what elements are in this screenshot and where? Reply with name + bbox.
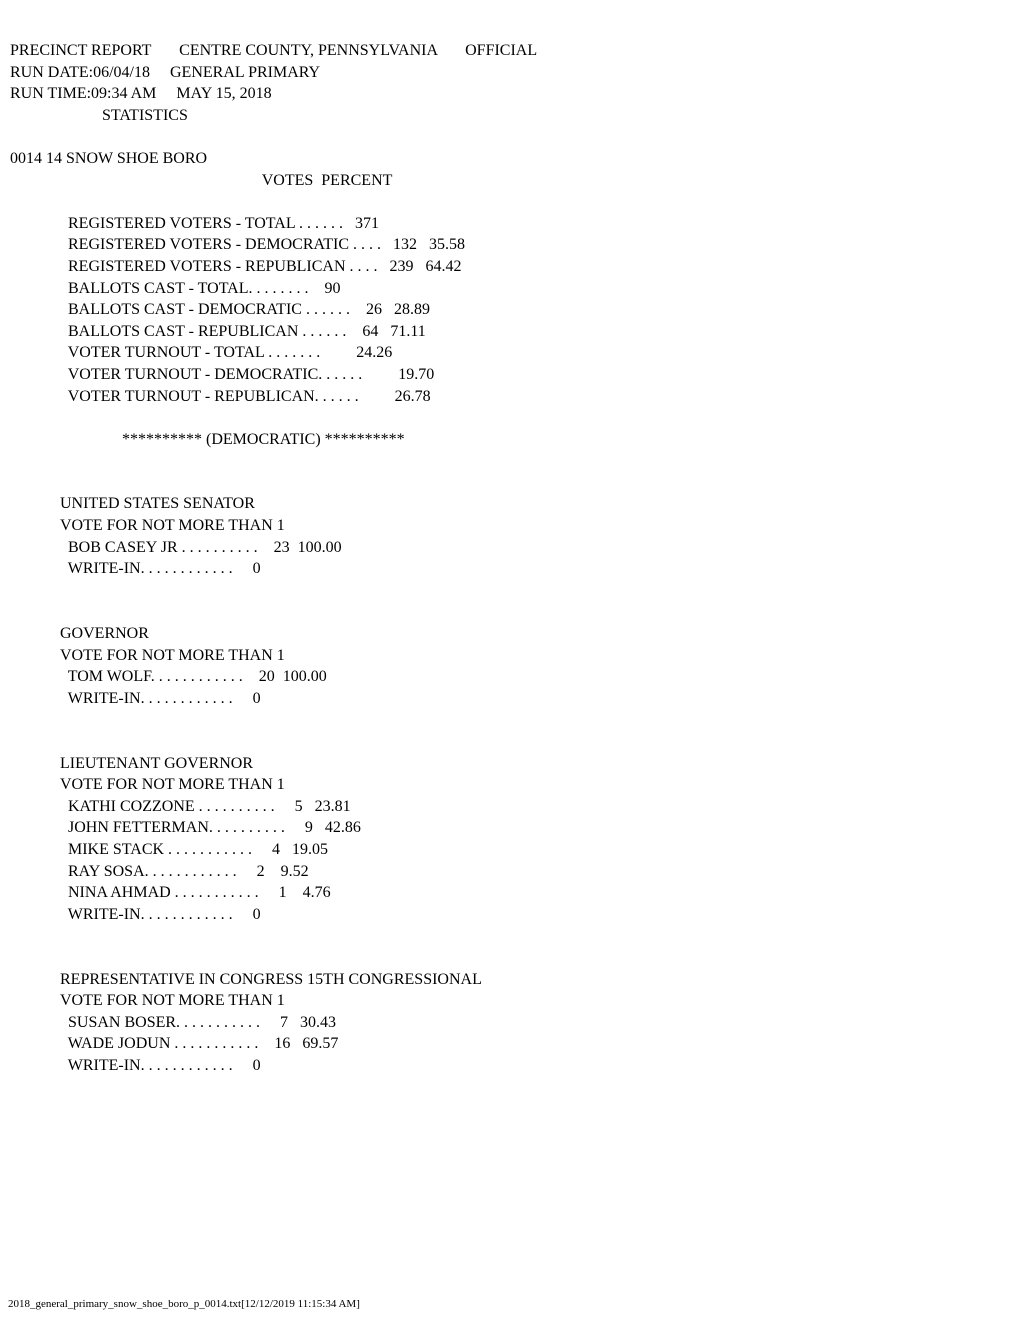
footer-filepath: 2018_general_primary_snow_shoe_boro_p_00… — [8, 1297, 360, 1312]
party-divider: ********** (DEMOCRATIC) ********** — [10, 429, 1010, 451]
stat-row: REGISTERED VOTERS - DEMOCRATIC . . . . 1… — [10, 234, 1010, 256]
candidate-row: WRITE-IN. . . . . . . . . . . . 0 — [60, 1055, 1010, 1077]
race-title: GOVERNOR — [60, 623, 1010, 645]
stat-row: VOTER TURNOUT - REPUBLICAN. . . . . . 26… — [10, 386, 1010, 408]
stat-row: VOTER TURNOUT - TOTAL . . . . . . . 24.2… — [10, 342, 1010, 364]
header-line-2: RUN DATE:06/04/18 GENERAL PRIMARY — [10, 62, 1010, 84]
statistics-block: REGISTERED VOTERS - TOTAL . . . . . . 37… — [10, 213, 1010, 407]
spacer — [60, 601, 1010, 623]
candidate-row: WADE JODUN . . . . . . . . . . . 16 69.5… — [60, 1033, 1010, 1055]
candidate-row: WRITE-IN. . . . . . . . . . . . 0 — [60, 558, 1010, 580]
header-election-type: GENERAL PRIMARY — [170, 64, 320, 81]
spacer — [60, 731, 1010, 753]
race-subtitle: VOTE FOR NOT MORE THAN 1 — [60, 645, 1010, 667]
header-line-3: RUN TIME:09:34 AM MAY 15, 2018 — [10, 83, 1010, 105]
stat-row: BALLOTS CAST - REPUBLICAN . . . . . . 64… — [10, 321, 1010, 343]
race-title: REPRESENTATIVE IN CONGRESS 15TH CONGRESS… — [60, 969, 1010, 991]
stat-row: BALLOTS CAST - TOTAL. . . . . . . . 90 — [10, 278, 1010, 300]
spacer — [60, 472, 1010, 494]
race-block: GOVERNOR VOTE FOR NOT MORE THAN 1 TOM WO… — [10, 601, 1010, 709]
races-container: UNITED STATES SENATOR VOTE FOR NOT MORE … — [10, 472, 1010, 1077]
header-official: OFFICIAL — [465, 42, 537, 59]
header-line-4: STATISTICS — [10, 105, 1010, 127]
header-county: CENTRE COUNTY, PENNSYLVANIA — [179, 42, 437, 59]
race-title: LIEUTENANT GOVERNOR — [60, 753, 1010, 775]
race-block: UNITED STATES SENATOR VOTE FOR NOT MORE … — [10, 472, 1010, 580]
candidate-row: JOHN FETTERMAN. . . . . . . . . . 9 42.8… — [60, 817, 1010, 839]
candidate-row: WRITE-IN. . . . . . . . . . . . 0 — [60, 688, 1010, 710]
header-report-label: PRECINCT REPORT — [10, 42, 151, 59]
race-subtitle: VOTE FOR NOT MORE THAN 1 — [60, 990, 1010, 1012]
candidate-row: RAY SOSA. . . . . . . . . . . . 2 9.52 — [60, 861, 1010, 883]
header-run-date: RUN DATE:06/04/18 — [10, 64, 150, 81]
candidate-row: NINA AHMAD . . . . . . . . . . . 1 4.76 — [60, 882, 1010, 904]
race-block: LIEUTENANT GOVERNOR VOTE FOR NOT MORE TH… — [10, 731, 1010, 925]
race-block: REPRESENTATIVE IN CONGRESS 15TH CONGRESS… — [10, 947, 1010, 1077]
stat-row: BALLOTS CAST - DEMOCRATIC . . . . . . 26… — [10, 299, 1010, 321]
spacer — [60, 947, 1010, 969]
candidate-row: TOM WOLF. . . . . . . . . . . . 20 100.0… — [60, 666, 1010, 688]
candidate-row: KATHI COZZONE . . . . . . . . . . 5 23.8… — [60, 796, 1010, 818]
party-header: ********** (DEMOCRATIC) ********** — [122, 431, 405, 448]
columns-header: VOTES PERCENT — [10, 170, 1010, 192]
race-subtitle: VOTE FOR NOT MORE THAN 1 — [60, 515, 1010, 537]
candidate-row: BOB CASEY JR . . . . . . . . . . 23 100.… — [60, 537, 1010, 559]
header-run-time: RUN TIME:09:34 AM — [10, 85, 156, 102]
header-statistics-label: STATISTICS — [102, 107, 188, 124]
report-header: PRECINCT REPORT CENTRE COUNTY, PENNSYLVA… — [10, 40, 1010, 126]
race-title: UNITED STATES SENATOR — [60, 493, 1010, 515]
candidate-row: SUSAN BOSER. . . . . . . . . . . 7 30.43 — [60, 1012, 1010, 1034]
stat-row: VOTER TURNOUT - DEMOCRATIC. . . . . . 19… — [10, 364, 1010, 386]
columns-header-text: VOTES PERCENT — [262, 172, 393, 189]
header-line-1: PRECINCT REPORT CENTRE COUNTY, PENNSYLVA… — [10, 40, 1010, 62]
stat-row: REGISTERED VOTERS - TOTAL . . . . . . 37… — [10, 213, 1010, 235]
candidate-row: WRITE-IN. . . . . . . . . . . . 0 — [60, 904, 1010, 926]
precinct-line: 0014 14 SNOW SHOE BORO — [10, 148, 1010, 170]
race-subtitle: VOTE FOR NOT MORE THAN 1 — [60, 774, 1010, 796]
stat-row: REGISTERED VOTERS - REPUBLICAN . . . . 2… — [10, 256, 1010, 278]
header-election-date: MAY 15, 2018 — [176, 85, 271, 102]
candidate-row: MIKE STACK . . . . . . . . . . . 4 19.05 — [60, 839, 1010, 861]
